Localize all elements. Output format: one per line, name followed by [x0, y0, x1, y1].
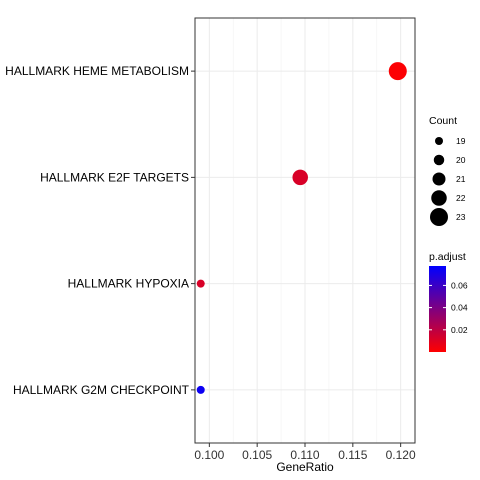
x-tick-label: 0.100 — [194, 448, 224, 462]
count-legend-key — [435, 137, 443, 145]
y-tick-label: HALLMARK E2F TARGETS — [40, 170, 189, 184]
y-tick-label: HALLMARK HYPOXIA — [68, 277, 189, 291]
x-tick-label: 0.115 — [338, 448, 367, 462]
p-adjust-tick-label: 0.02 — [451, 325, 468, 335]
count-legend-label: 19 — [456, 136, 466, 146]
count-legend: Count 19 20 21 22 23 — [429, 115, 466, 226]
y-tick-label: HALLMARK HEME METABOLISM — [5, 64, 189, 78]
p-adjust-legend-title: p.adjust — [429, 251, 466, 263]
count-legend-key — [433, 173, 446, 186]
count-legend-label: 22 — [456, 193, 466, 203]
y-tick-label: HALLMARK G2M CHECKPOINT — [13, 383, 190, 397]
count-legend-label: 23 — [456, 212, 466, 222]
data-point — [197, 386, 205, 394]
y-axis: HALLMARK HEME METABOLISM HALLMARK E2F TAR… — [5, 64, 195, 397]
count-legend-label: 21 — [456, 174, 466, 184]
count-legend-key — [431, 190, 447, 206]
x-tick-label: 0.120 — [386, 448, 416, 462]
p-adjust-colorbar — [429, 266, 446, 352]
data-point — [292, 170, 308, 186]
x-tick-label: 0.105 — [242, 448, 272, 462]
data-point — [389, 62, 407, 80]
p-adjust-tick-label: 0.06 — [451, 280, 468, 290]
p-adjust-tick-label: 0.04 — [451, 303, 468, 313]
count-legend-key — [434, 155, 445, 166]
x-axis-title: GeneRatio — [276, 460, 334, 474]
p-adjust-legend: p.adjust 0.02 0.04 0.06 — [429, 251, 468, 352]
count-legend-label: 20 — [456, 155, 466, 165]
major-gridlines — [195, 18, 415, 443]
data-points — [197, 62, 407, 394]
data-point — [197, 280, 205, 288]
count-legend-key — [430, 208, 448, 226]
count-legend-title: Count — [429, 115, 457, 127]
